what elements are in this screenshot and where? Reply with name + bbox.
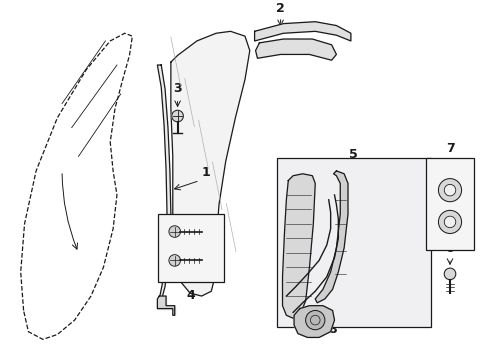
Circle shape xyxy=(443,268,455,280)
Circle shape xyxy=(171,110,183,122)
Circle shape xyxy=(305,310,324,330)
Polygon shape xyxy=(255,39,336,60)
Polygon shape xyxy=(170,31,249,296)
Text: 1: 1 xyxy=(201,166,210,179)
Text: 3: 3 xyxy=(173,82,182,95)
Circle shape xyxy=(438,179,461,202)
Polygon shape xyxy=(207,241,221,253)
Circle shape xyxy=(438,210,461,234)
Text: 8: 8 xyxy=(328,323,337,336)
Polygon shape xyxy=(282,174,315,318)
Polygon shape xyxy=(315,171,347,303)
Circle shape xyxy=(443,184,455,196)
Text: 5: 5 xyxy=(348,148,357,161)
Text: 2: 2 xyxy=(276,2,285,15)
Bar xyxy=(276,158,430,327)
Circle shape xyxy=(168,255,180,266)
Bar xyxy=(158,214,224,282)
Bar xyxy=(425,158,473,250)
Polygon shape xyxy=(157,296,174,315)
Text: 7: 7 xyxy=(445,141,453,154)
Polygon shape xyxy=(293,306,334,337)
Text: 6: 6 xyxy=(445,242,453,255)
Text: 4: 4 xyxy=(186,289,195,302)
Circle shape xyxy=(168,226,180,237)
Polygon shape xyxy=(254,22,350,41)
Polygon shape xyxy=(157,65,170,301)
Circle shape xyxy=(443,216,455,228)
